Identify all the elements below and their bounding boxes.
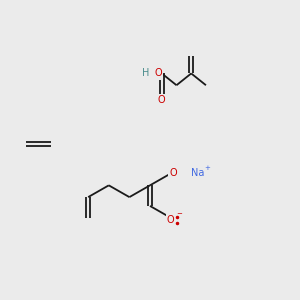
Text: Na: Na [191,168,205,178]
Text: −: − [176,211,182,217]
Text: O: O [158,95,166,105]
Text: +: + [205,165,210,171]
Text: O: O [167,215,174,225]
Text: O: O [154,68,162,78]
Text: O: O [169,168,177,178]
Text: H: H [142,68,149,78]
